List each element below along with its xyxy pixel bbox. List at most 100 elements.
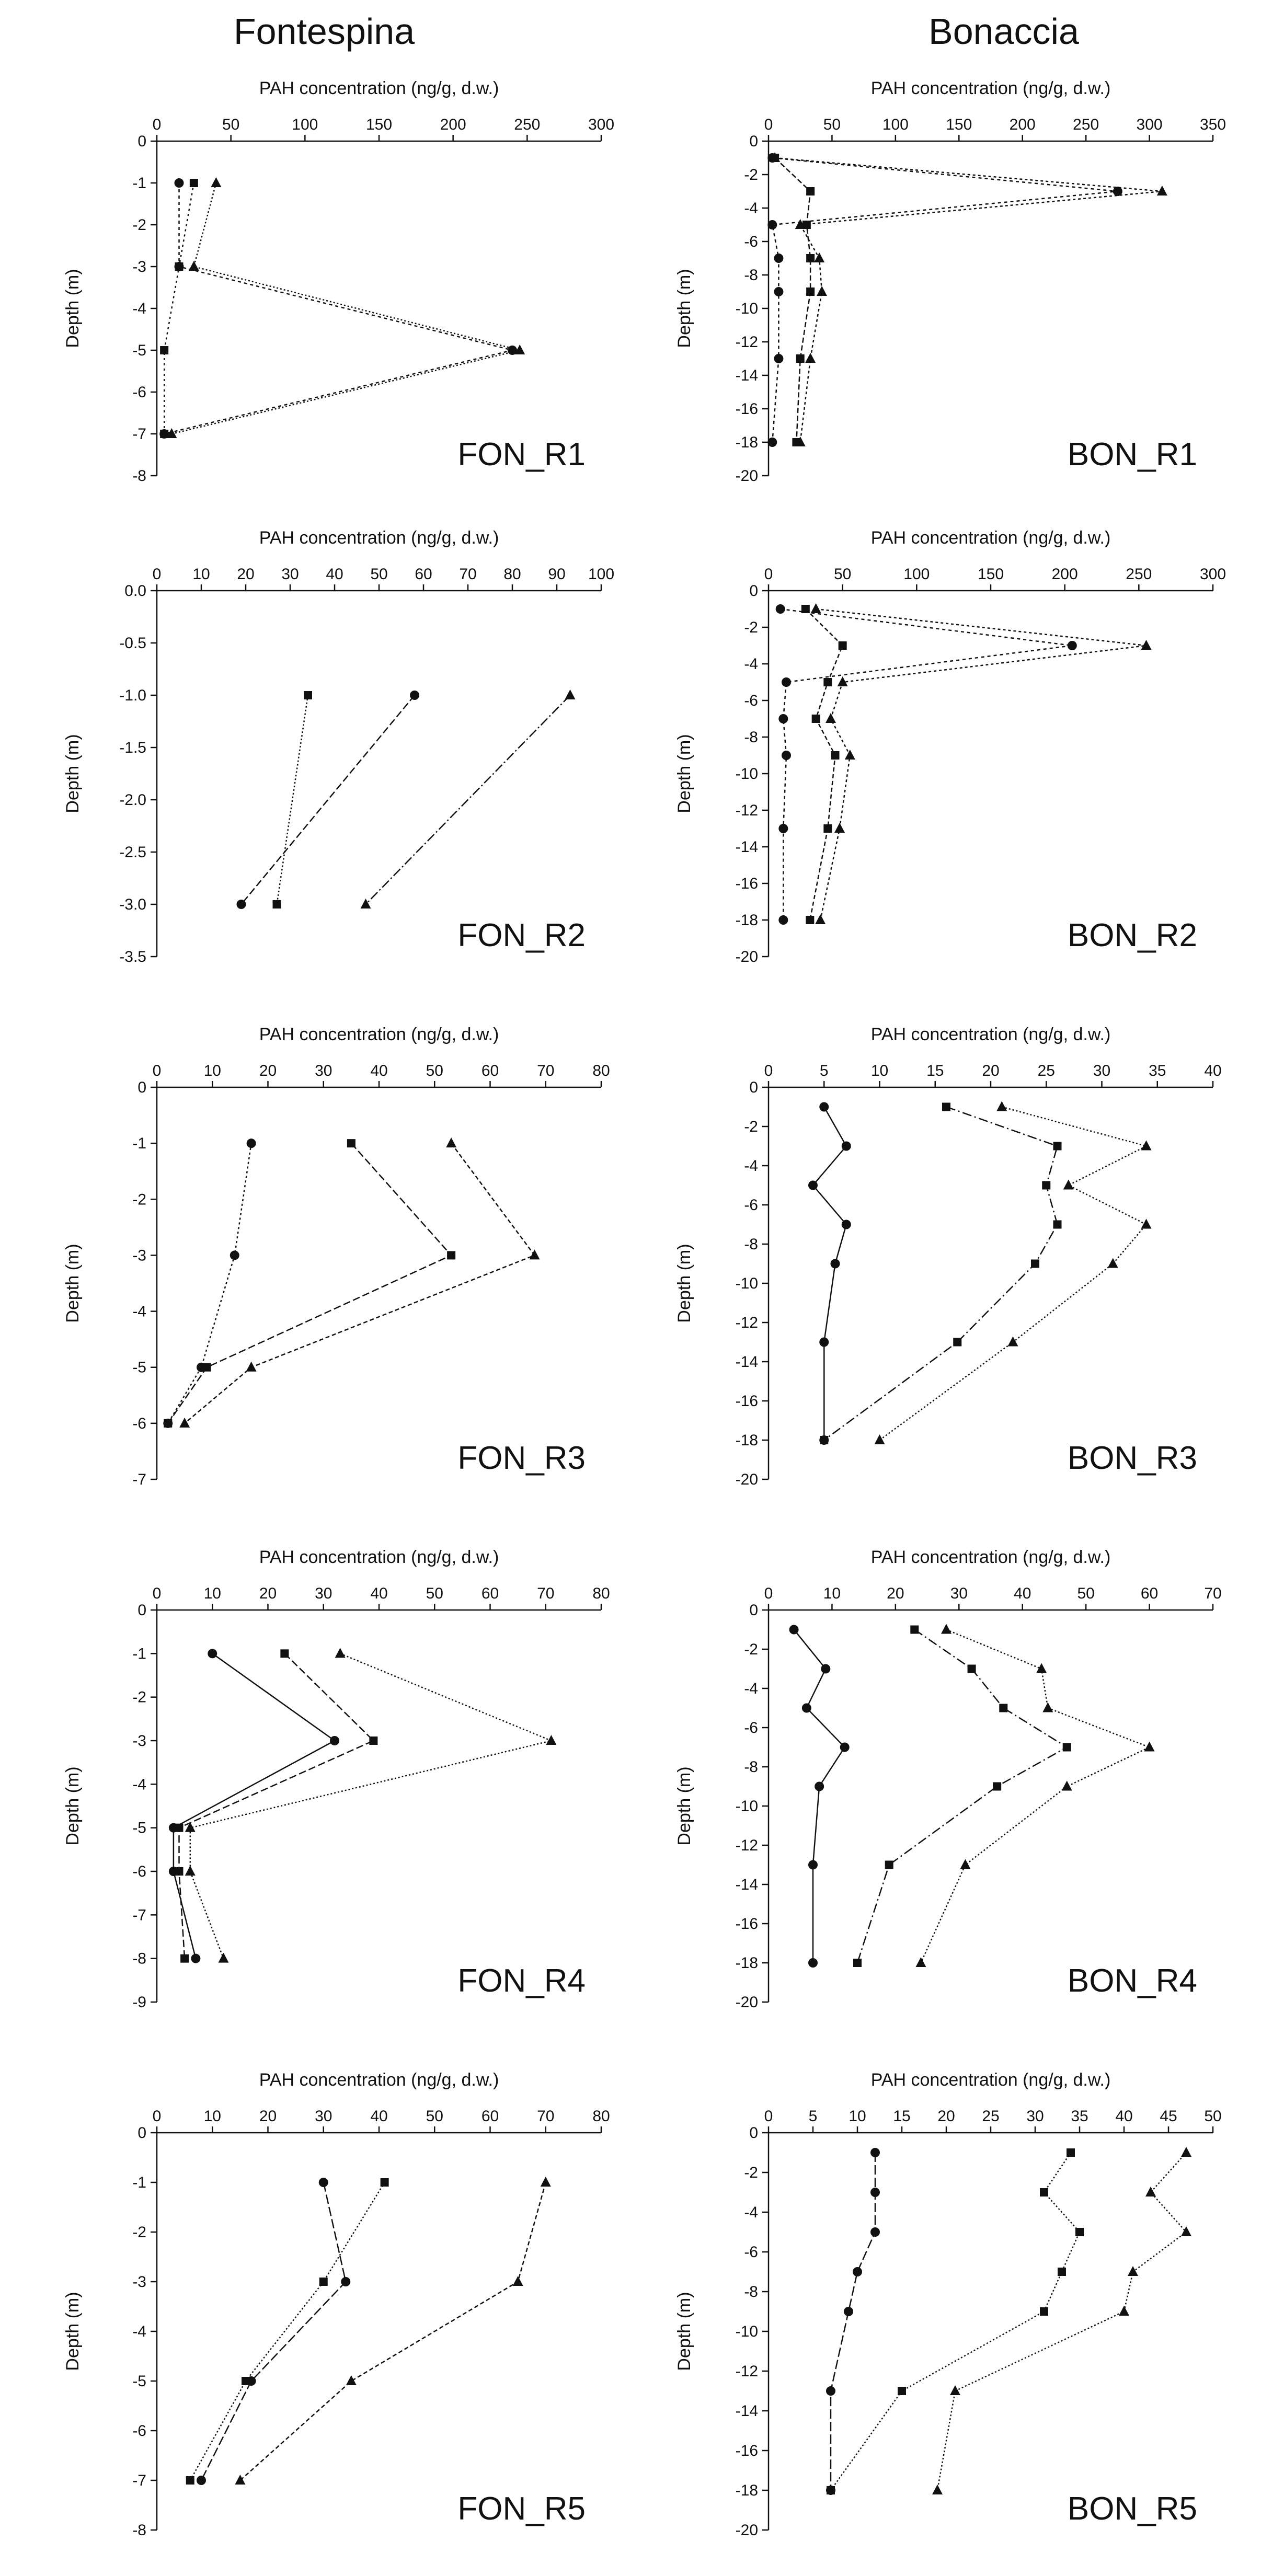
x-tick-label: 10 bbox=[204, 1062, 221, 1079]
series-line-circle bbox=[200, 2182, 347, 2481]
y-tick-label: -10 bbox=[736, 300, 758, 317]
y-tick-label: -1 bbox=[132, 175, 146, 192]
data-point-triangle bbox=[805, 353, 816, 363]
data-point-circle bbox=[775, 604, 785, 614]
data-point-triangle bbox=[1156, 186, 1167, 196]
data-point-circle bbox=[840, 1742, 850, 1752]
chart-bon-r1: PAH concentration (ng/g, d.w.) Depth (m) 0… bbox=[674, 78, 1226, 485]
y-tick-label: -6 bbox=[132, 1415, 146, 1432]
y-tick-label: -3 bbox=[132, 1247, 146, 1264]
x-tick-label: 70 bbox=[537, 1062, 554, 1079]
y-tick-label: 0 bbox=[749, 133, 758, 150]
y-tick-label: -6 bbox=[132, 2422, 146, 2440]
x-tick-label: 5 bbox=[809, 2108, 818, 2125]
data-point-square bbox=[910, 1625, 919, 1634]
data-point-triangle bbox=[817, 286, 827, 296]
x-tick-label: 250 bbox=[1126, 566, 1152, 583]
y-tick-label: -2 bbox=[132, 216, 146, 234]
y-tick-label: -10 bbox=[736, 765, 758, 783]
panel-title: FON_R2 bbox=[457, 917, 586, 953]
data-point-square bbox=[999, 1704, 1008, 1712]
y-tick-label: -4 bbox=[132, 1776, 146, 1793]
x-tick-label: 20 bbox=[259, 1062, 277, 1079]
x-axis-label: PAH concentration (ng/g, d.w.) bbox=[871, 2070, 1111, 2090]
data-point-triangle bbox=[932, 2485, 943, 2494]
data-point-circle bbox=[782, 751, 791, 760]
y-tick-label: -3 bbox=[132, 2273, 146, 2291]
x-axis-label: PAH concentration (ng/g, d.w.) bbox=[871, 1025, 1111, 1044]
data-point-circle bbox=[230, 1250, 239, 1260]
column-title-fontespina: Fontespina bbox=[233, 11, 415, 52]
y-tick-label: -10 bbox=[736, 1275, 758, 1292]
y-tick-label: -2.5 bbox=[119, 844, 146, 861]
series-line-triangle bbox=[816, 608, 1147, 921]
x-tick-label: 45 bbox=[1160, 2108, 1177, 2125]
y-tick-label: -20 bbox=[736, 1994, 758, 2011]
y-axis-label: Depth (m) bbox=[674, 269, 694, 348]
data-point-square bbox=[304, 691, 312, 699]
data-point-square bbox=[272, 900, 281, 908]
y-tick-label: -1.0 bbox=[119, 687, 146, 704]
data-point-square bbox=[953, 1338, 962, 1347]
y-tick-label: -14 bbox=[736, 1353, 758, 1371]
y-tick-label: -2 bbox=[132, 2224, 146, 2241]
data-point-circle bbox=[330, 1736, 339, 1745]
data-point-square bbox=[369, 1736, 378, 1745]
data-point-triangle bbox=[874, 1434, 885, 1444]
data-point-square bbox=[806, 254, 815, 262]
data-point-circle bbox=[870, 2148, 880, 2157]
data-point-circle bbox=[821, 1664, 831, 1674]
y-tick-label: -2 bbox=[744, 1641, 758, 1658]
y-tick-label: -16 bbox=[736, 1915, 758, 1933]
data-point-triangle bbox=[815, 914, 826, 924]
x-tick-label: 25 bbox=[982, 2108, 999, 2125]
series-line-triangle bbox=[879, 1106, 1148, 1441]
chart-bon-r4: PAH concentration (ng/g, d.w.) Depth (m) 0… bbox=[674, 1547, 1222, 2011]
data-point-triangle bbox=[1036, 1663, 1047, 1673]
y-tick-label: -12 bbox=[736, 1314, 758, 1331]
chart-bon-r5: PAH concentration (ng/g, d.w.) Depth (m) 0… bbox=[674, 2070, 1222, 2539]
data-point-square bbox=[189, 179, 198, 187]
x-tick-label: 150 bbox=[366, 116, 392, 133]
series-line-circle bbox=[173, 1653, 336, 1959]
data-point-circle bbox=[208, 1649, 217, 1659]
data-point-circle bbox=[841, 1220, 851, 1229]
y-tick-label: 0.0 bbox=[124, 582, 146, 600]
data-point-square bbox=[1040, 2307, 1048, 2316]
data-point-circle bbox=[246, 1138, 256, 1148]
x-tick-label: 150 bbox=[978, 566, 1004, 583]
data-point-triangle bbox=[540, 2177, 551, 2187]
data-point-triangle bbox=[1128, 2266, 1138, 2276]
y-tick-label: -5 bbox=[132, 2373, 146, 2390]
x-tick-label: 200 bbox=[440, 116, 466, 133]
data-point-square bbox=[180, 1954, 189, 1963]
data-point-square bbox=[942, 1102, 950, 1111]
y-axis-label: Depth (m) bbox=[63, 1766, 83, 1845]
x-tick-label: 50 bbox=[370, 566, 387, 583]
series-line-square bbox=[167, 1143, 453, 1424]
x-tick-label: 100 bbox=[882, 116, 909, 133]
y-tick-label: -12 bbox=[736, 334, 758, 351]
x-tick-label: 150 bbox=[946, 116, 972, 133]
x-tick-label: 30 bbox=[1026, 2108, 1044, 2125]
y-tick-label: -8 bbox=[744, 267, 758, 284]
data-point-triangle bbox=[360, 899, 371, 908]
series-line-circle bbox=[164, 183, 513, 435]
data-point-triangle bbox=[235, 2475, 246, 2485]
y-tick-label: -6 bbox=[744, 1197, 758, 1214]
x-tick-label: 5 bbox=[820, 1062, 829, 1079]
x-tick-label: 40 bbox=[370, 2108, 387, 2125]
data-point-triangle bbox=[960, 1859, 971, 1869]
data-point-triangle bbox=[770, 152, 781, 162]
x-tick-label: 50 bbox=[1204, 2108, 1221, 2125]
data-point-square bbox=[802, 221, 811, 229]
data-point-triangle bbox=[185, 1866, 196, 1876]
data-point-circle bbox=[808, 1958, 818, 1968]
data-point-square bbox=[827, 2486, 835, 2494]
data-point-square bbox=[1031, 1259, 1039, 1268]
x-tick-label: 40 bbox=[370, 1062, 387, 1079]
series-line-circle bbox=[793, 1629, 846, 1963]
data-point-circle bbox=[826, 2386, 835, 2396]
x-tick-label: 80 bbox=[503, 566, 521, 583]
y-axis-label: Depth (m) bbox=[63, 269, 83, 348]
